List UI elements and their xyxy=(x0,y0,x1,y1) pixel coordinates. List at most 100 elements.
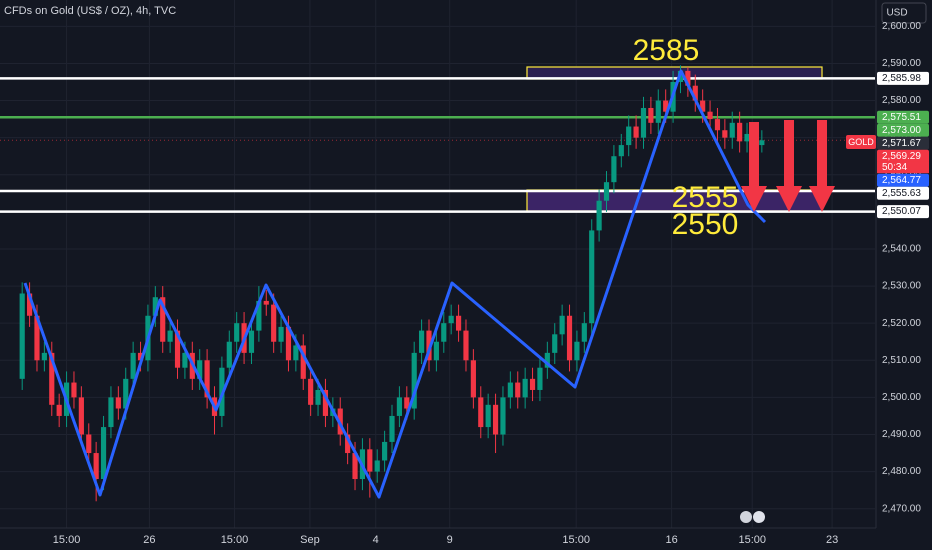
candle-body xyxy=(707,111,713,120)
symbol-tag xyxy=(846,135,876,149)
x-tick-label: 4 xyxy=(373,534,379,546)
down-arrows xyxy=(741,120,835,212)
x-tick-label: 23 xyxy=(826,534,838,546)
event-icon xyxy=(753,511,765,523)
candle-body xyxy=(485,404,491,428)
candle-body xyxy=(256,300,262,331)
candle-body xyxy=(197,360,203,379)
price-tag-label: 2,571.67 xyxy=(882,138,921,149)
candle-body xyxy=(515,382,521,398)
candle-body xyxy=(685,70,691,86)
candle-body xyxy=(722,130,728,138)
candle-body xyxy=(596,200,602,231)
candle-body xyxy=(389,415,395,442)
currency-button[interactable] xyxy=(881,2,927,24)
y-tick-label: 2,590.00 xyxy=(882,58,921,69)
countdown: 50:34 xyxy=(882,162,907,173)
candle-body xyxy=(285,326,292,361)
candle-body xyxy=(315,389,321,405)
down-arrow xyxy=(776,120,802,212)
price-tag xyxy=(877,205,929,219)
y-tick-label: 2,510.00 xyxy=(882,355,921,366)
chart-title: CFDs on Gold (US$ / OZ), 4h, TVC xyxy=(4,5,176,17)
annotation-label: 2555 xyxy=(672,181,739,214)
candle-body xyxy=(507,382,513,398)
candle-body xyxy=(174,330,181,368)
candle-body xyxy=(648,107,654,123)
candle-body xyxy=(115,397,121,409)
x-tick-label: 15:00 xyxy=(562,534,590,546)
candle-body xyxy=(19,293,25,379)
candle-body xyxy=(345,434,351,454)
price-tag xyxy=(877,71,929,85)
candle-body xyxy=(411,352,417,409)
candle-body xyxy=(137,352,144,361)
candle-body xyxy=(160,297,166,342)
price-tag-label: 2,555.63 xyxy=(882,188,921,199)
candle-body xyxy=(478,397,484,428)
candle-body xyxy=(419,330,425,353)
price-tag-label: 2,575.51 xyxy=(882,112,921,123)
candle-body xyxy=(130,352,136,379)
y-tick-label: 2,520.00 xyxy=(882,318,921,329)
candle-body xyxy=(152,297,158,316)
x-tick-label: 15:00 xyxy=(221,534,249,546)
candle-body xyxy=(618,145,624,157)
annotation-label: 2585 xyxy=(633,34,700,67)
candle-body xyxy=(293,345,299,361)
y-tick-label: 2,480.00 xyxy=(882,466,921,477)
price-tag-label: 2,585.98 xyxy=(882,73,921,84)
price-tag-label: 2,564.77 xyxy=(882,175,921,186)
candle-body xyxy=(692,85,698,101)
x-tick-label: 26 xyxy=(143,534,155,546)
candle-body xyxy=(640,107,647,138)
candle-body xyxy=(26,293,33,316)
candle-body xyxy=(34,315,40,361)
axis: 2,600.002,590.002,580.002,570.002,560.00… xyxy=(53,21,929,546)
candle-body xyxy=(700,100,706,112)
candle-body xyxy=(78,397,84,435)
candles xyxy=(19,65,765,502)
candle-body xyxy=(108,397,114,428)
y-tick-label: 2,540.00 xyxy=(882,244,921,255)
price-tag xyxy=(877,149,929,163)
candle-body xyxy=(100,427,107,480)
x-tick-label: Sep xyxy=(300,534,320,546)
x-tick-label: 16 xyxy=(665,534,677,546)
candle-body xyxy=(93,453,99,480)
candle-body xyxy=(574,341,580,361)
candle-body xyxy=(382,441,388,461)
candle-body xyxy=(500,397,506,435)
candle-body xyxy=(581,323,587,342)
candle-body xyxy=(396,397,402,416)
candle-body xyxy=(463,330,469,361)
candle-body xyxy=(49,352,55,405)
candle-body xyxy=(41,352,47,361)
candle-body xyxy=(322,389,329,416)
candle-body xyxy=(204,360,210,398)
candle-body xyxy=(123,378,129,409)
candle-body xyxy=(492,404,499,435)
candle-body xyxy=(71,382,77,398)
trend-zigzag xyxy=(23,69,767,499)
price-tag-label: 2,569.29 xyxy=(882,151,921,162)
candle-body xyxy=(263,300,269,305)
levels xyxy=(0,77,875,213)
candle-body xyxy=(559,315,565,335)
candle-body xyxy=(374,460,380,472)
candle-body xyxy=(182,352,188,368)
candle-body xyxy=(226,341,232,368)
candle-body xyxy=(589,230,595,324)
candle-body xyxy=(522,378,528,398)
candle-body xyxy=(552,334,558,353)
y-tick-label: 2,580.00 xyxy=(882,95,921,106)
candle-body xyxy=(611,156,617,183)
candle-body xyxy=(86,434,92,454)
candle-body xyxy=(448,315,454,324)
candle-body xyxy=(278,326,284,342)
candle-body xyxy=(234,323,240,342)
price-tag xyxy=(877,136,929,150)
candle-body xyxy=(663,100,669,112)
candle-body xyxy=(655,100,661,123)
